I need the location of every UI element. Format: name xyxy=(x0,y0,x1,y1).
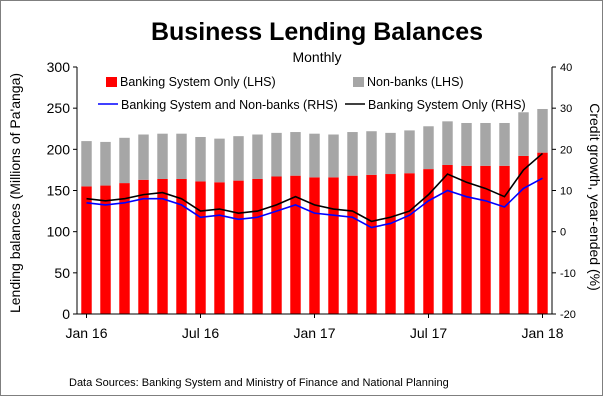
bar-banking-2 xyxy=(119,183,130,314)
bar-nonbank-16 xyxy=(385,132,396,175)
bar-nonbank-7 xyxy=(214,138,225,183)
y-tick-label: 150 xyxy=(47,183,71,199)
y2-tick-label: 20 xyxy=(560,144,572,156)
bar-banking-10 xyxy=(271,176,282,314)
x-tick-label: Jul 17 xyxy=(410,325,448,341)
bar-banking-1 xyxy=(100,185,111,314)
bar-banking-6 xyxy=(195,181,206,314)
bar-nonbank-6 xyxy=(195,136,206,182)
y-tick-label: 250 xyxy=(47,100,71,116)
bar-banking-17 xyxy=(404,173,415,314)
legend-label-0: Banking System Only (LHS) xyxy=(120,75,276,89)
bar-nonbank-8 xyxy=(233,136,244,181)
bar-banking-19 xyxy=(442,164,453,314)
line-banking-growth xyxy=(86,152,544,223)
legend-label-3: Banking System Only (RHS) xyxy=(368,98,526,112)
bar-banking-0 xyxy=(81,186,92,314)
x-tick-label: Jan 18 xyxy=(521,325,563,341)
legend-swatch-0 xyxy=(106,77,117,87)
bar-banking-12 xyxy=(309,177,320,314)
bar-nonbank-15 xyxy=(366,131,377,175)
bar-banking-23 xyxy=(518,155,529,314)
bar-banking-7 xyxy=(214,182,225,314)
y2-tick-label: 40 xyxy=(560,62,572,74)
bar-banking-18 xyxy=(423,169,434,314)
bar-nonbank-10 xyxy=(271,132,282,177)
x-tick-label: Jul 16 xyxy=(182,325,220,341)
y-tick-label: 200 xyxy=(47,141,71,157)
source-note: Data Sources: Banking System and Ministr… xyxy=(69,377,449,389)
chart-title: Business Lending Balances xyxy=(151,18,483,46)
bar-nonbank-21 xyxy=(480,122,491,166)
bar-banking-21 xyxy=(480,165,491,314)
bar-nonbank-14 xyxy=(347,132,358,176)
bar-banking-9 xyxy=(252,178,263,314)
bar-nonbank-19 xyxy=(442,121,453,165)
legend-label-2: Banking System and Non-banks (RHS) xyxy=(121,98,338,112)
bar-banking-8 xyxy=(233,180,244,314)
bar-banking-22 xyxy=(499,165,510,314)
bar-banking-24 xyxy=(537,152,548,314)
y-tick-label: 50 xyxy=(54,265,70,281)
axes-layer: 0 50 100 150 200 250 300 -20 -10 0 10 20 30 40 Jan 16 J… xyxy=(47,59,576,341)
bar-nonbank-9 xyxy=(252,134,263,179)
bar-nonbank-13 xyxy=(328,134,339,178)
x-tick-label: Jan 16 xyxy=(65,325,107,341)
bar-nonbank-3 xyxy=(138,134,149,180)
y2-tick-label: -20 xyxy=(560,309,576,321)
bar-banking-11 xyxy=(290,175,301,314)
bar-nonbank-12 xyxy=(309,133,320,178)
bar-banking-14 xyxy=(347,175,358,314)
legend-label-1: Non-banks (LHS) xyxy=(367,75,464,89)
bar-nonbank-4 xyxy=(157,133,168,179)
y2-tick-label: -10 xyxy=(560,268,576,280)
bar-banking-15 xyxy=(366,174,377,314)
y2-axis-title: Credit growth, year-ended (%) xyxy=(587,103,603,291)
line-total-growth xyxy=(86,177,543,229)
y-tick-label: 0 xyxy=(62,306,70,322)
y-tick-label: 300 xyxy=(47,59,71,75)
bar-banking-20 xyxy=(461,165,472,314)
y2-tick-label: 0 xyxy=(560,227,566,239)
y-tick-label: 100 xyxy=(47,224,71,240)
bar-nonbank-23 xyxy=(518,112,529,156)
bar-nonbank-22 xyxy=(499,122,510,166)
bar-nonbank-0 xyxy=(81,141,92,187)
bar-nonbank-2 xyxy=(119,137,130,184)
chart-subtitle: Monthly xyxy=(292,49,341,65)
bar-banking-4 xyxy=(157,178,168,314)
lines-layer xyxy=(86,152,544,229)
bar-nonbank-11 xyxy=(290,132,301,176)
bar-nonbank-18 xyxy=(423,126,434,170)
bar-banking-3 xyxy=(138,179,149,314)
legend: Banking System Only (LHS) Non-banks (LHS)… xyxy=(98,75,526,112)
y-axis-title: Lending balances (Millions of Pa'anga) xyxy=(7,73,23,313)
bar-banking-16 xyxy=(385,174,396,314)
bar-nonbank-17 xyxy=(404,130,415,174)
bar-nonbank-20 xyxy=(461,122,472,166)
bar-nonbank-5 xyxy=(176,133,187,179)
y2-tick-label: 30 xyxy=(560,103,572,115)
y2-tick-label: 10 xyxy=(560,186,572,198)
bar-banking-5 xyxy=(176,178,187,314)
bar-banking-13 xyxy=(328,177,339,314)
bars-layer xyxy=(81,108,548,314)
bar-nonbank-1 xyxy=(100,141,111,186)
legend-swatch-1 xyxy=(353,77,364,87)
bar-nonbank-24 xyxy=(537,108,548,153)
x-tick-label: Jan 17 xyxy=(293,325,335,341)
